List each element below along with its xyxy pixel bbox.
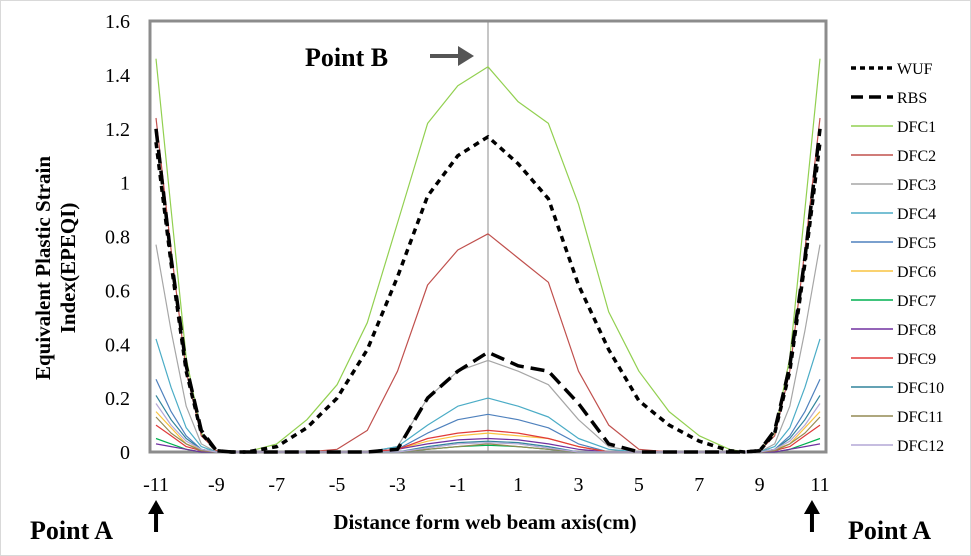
legend-item-dfc11: DFC11 bbox=[851, 409, 944, 426]
y-tick-label: 1.4 bbox=[105, 65, 130, 87]
legend-item-dfc3: DFC3 bbox=[851, 177, 936, 194]
legend-label: DFC4 bbox=[897, 206, 936, 223]
y-tick-label: 0.2 bbox=[105, 388, 130, 410]
x-tick-label: 3 bbox=[574, 474, 584, 496]
annotation-label: Point A bbox=[848, 516, 931, 545]
legend-item-wuf: WUF bbox=[851, 61, 933, 78]
legend-label: WUF bbox=[897, 61, 933, 78]
x-axis-title: Distance form web beam axis(cm) bbox=[333, 510, 636, 534]
y-tick-label: 0.6 bbox=[105, 280, 130, 302]
legend-item-dfc8: DFC8 bbox=[851, 322, 936, 339]
x-tick-label: -11 bbox=[143, 474, 169, 496]
y-tick-label: 0.8 bbox=[105, 227, 130, 249]
series-line-rbs bbox=[154, 128, 822, 454]
series-line-wuf bbox=[154, 135, 822, 454]
x-tick-label: 1 bbox=[513, 474, 523, 496]
legend-label: DFC2 bbox=[897, 148, 936, 165]
x-tick-label: -3 bbox=[389, 474, 406, 496]
legend-item-dfc4: DFC4 bbox=[851, 206, 936, 223]
x-tick-label: 11 bbox=[810, 474, 829, 496]
legend-item-dfc5: DFC5 bbox=[851, 235, 936, 252]
y-tick-label: 1.6 bbox=[105, 11, 130, 33]
annotation-point-b: Point B bbox=[305, 43, 474, 72]
arrow-head bbox=[458, 46, 474, 66]
legend-item-dfc2: DFC2 bbox=[851, 148, 936, 165]
legend-label: DFC10 bbox=[897, 380, 944, 397]
legend-label: DFC1 bbox=[897, 119, 936, 136]
arrow-head bbox=[803, 500, 820, 514]
y-tick-label: 1.2 bbox=[105, 119, 130, 141]
legend-item-dfc12: DFC12 bbox=[851, 438, 944, 455]
legend-item-dfc10: DFC10 bbox=[851, 380, 944, 397]
x-tick-label: 5 bbox=[634, 474, 644, 496]
legend-item-rbs: RBS bbox=[851, 90, 927, 107]
x-tick-label: 7 bbox=[694, 474, 704, 496]
x-tick-label: -7 bbox=[268, 474, 285, 496]
legend-label: DFC3 bbox=[897, 177, 936, 194]
annotations: Point B Point A Point A bbox=[30, 43, 931, 545]
x-tick-label: -5 bbox=[329, 474, 346, 496]
legend-label: DFC9 bbox=[897, 351, 936, 368]
legend-label: DFC11 bbox=[897, 409, 944, 426]
legend-label: DFC12 bbox=[897, 438, 944, 455]
legend-item-dfc9: DFC9 bbox=[851, 351, 936, 368]
arrow-head bbox=[148, 500, 165, 514]
y-axis-title-line-1: Equivalent Plastic Strain bbox=[31, 156, 55, 380]
legend-label: DFC5 bbox=[897, 235, 936, 252]
y-tick-label: 1 bbox=[120, 173, 130, 195]
y-axis-title-line-2: Index(EPEQI) bbox=[56, 203, 80, 334]
x-tick-label: -9 bbox=[208, 474, 225, 496]
annotation-label: Point B bbox=[305, 43, 388, 72]
annotation-point-a-left: Point A bbox=[30, 500, 165, 545]
y-axis-title: Equivalent Plastic Strain Index(EPEQI) bbox=[31, 156, 80, 380]
legend-item-dfc6: DFC6 bbox=[851, 264, 936, 281]
legend: WUF RBS DFC1 DFC2 DFC3 DFC4 DFC5 DFC6 DFC7 DFC8 DF… bbox=[851, 61, 944, 455]
x-tick-label: 9 bbox=[755, 474, 765, 496]
y-tick-label: 0.4 bbox=[105, 334, 130, 356]
plot-area bbox=[148, 19, 828, 454]
legend-item-dfc1: DFC1 bbox=[851, 119, 936, 136]
legend-label: DFC8 bbox=[897, 322, 936, 339]
legend-item-dfc7: DFC7 bbox=[851, 293, 936, 310]
annotation-label: Point A bbox=[30, 516, 113, 545]
legend-label: DFC6 bbox=[897, 264, 936, 281]
annotation-point-a-right: Point A bbox=[803, 500, 931, 545]
x-tick-label: -1 bbox=[449, 474, 466, 496]
legend-label: DFC7 bbox=[897, 293, 936, 310]
y-tick-label: 0 bbox=[120, 442, 130, 464]
legend-label: RBS bbox=[897, 90, 927, 107]
